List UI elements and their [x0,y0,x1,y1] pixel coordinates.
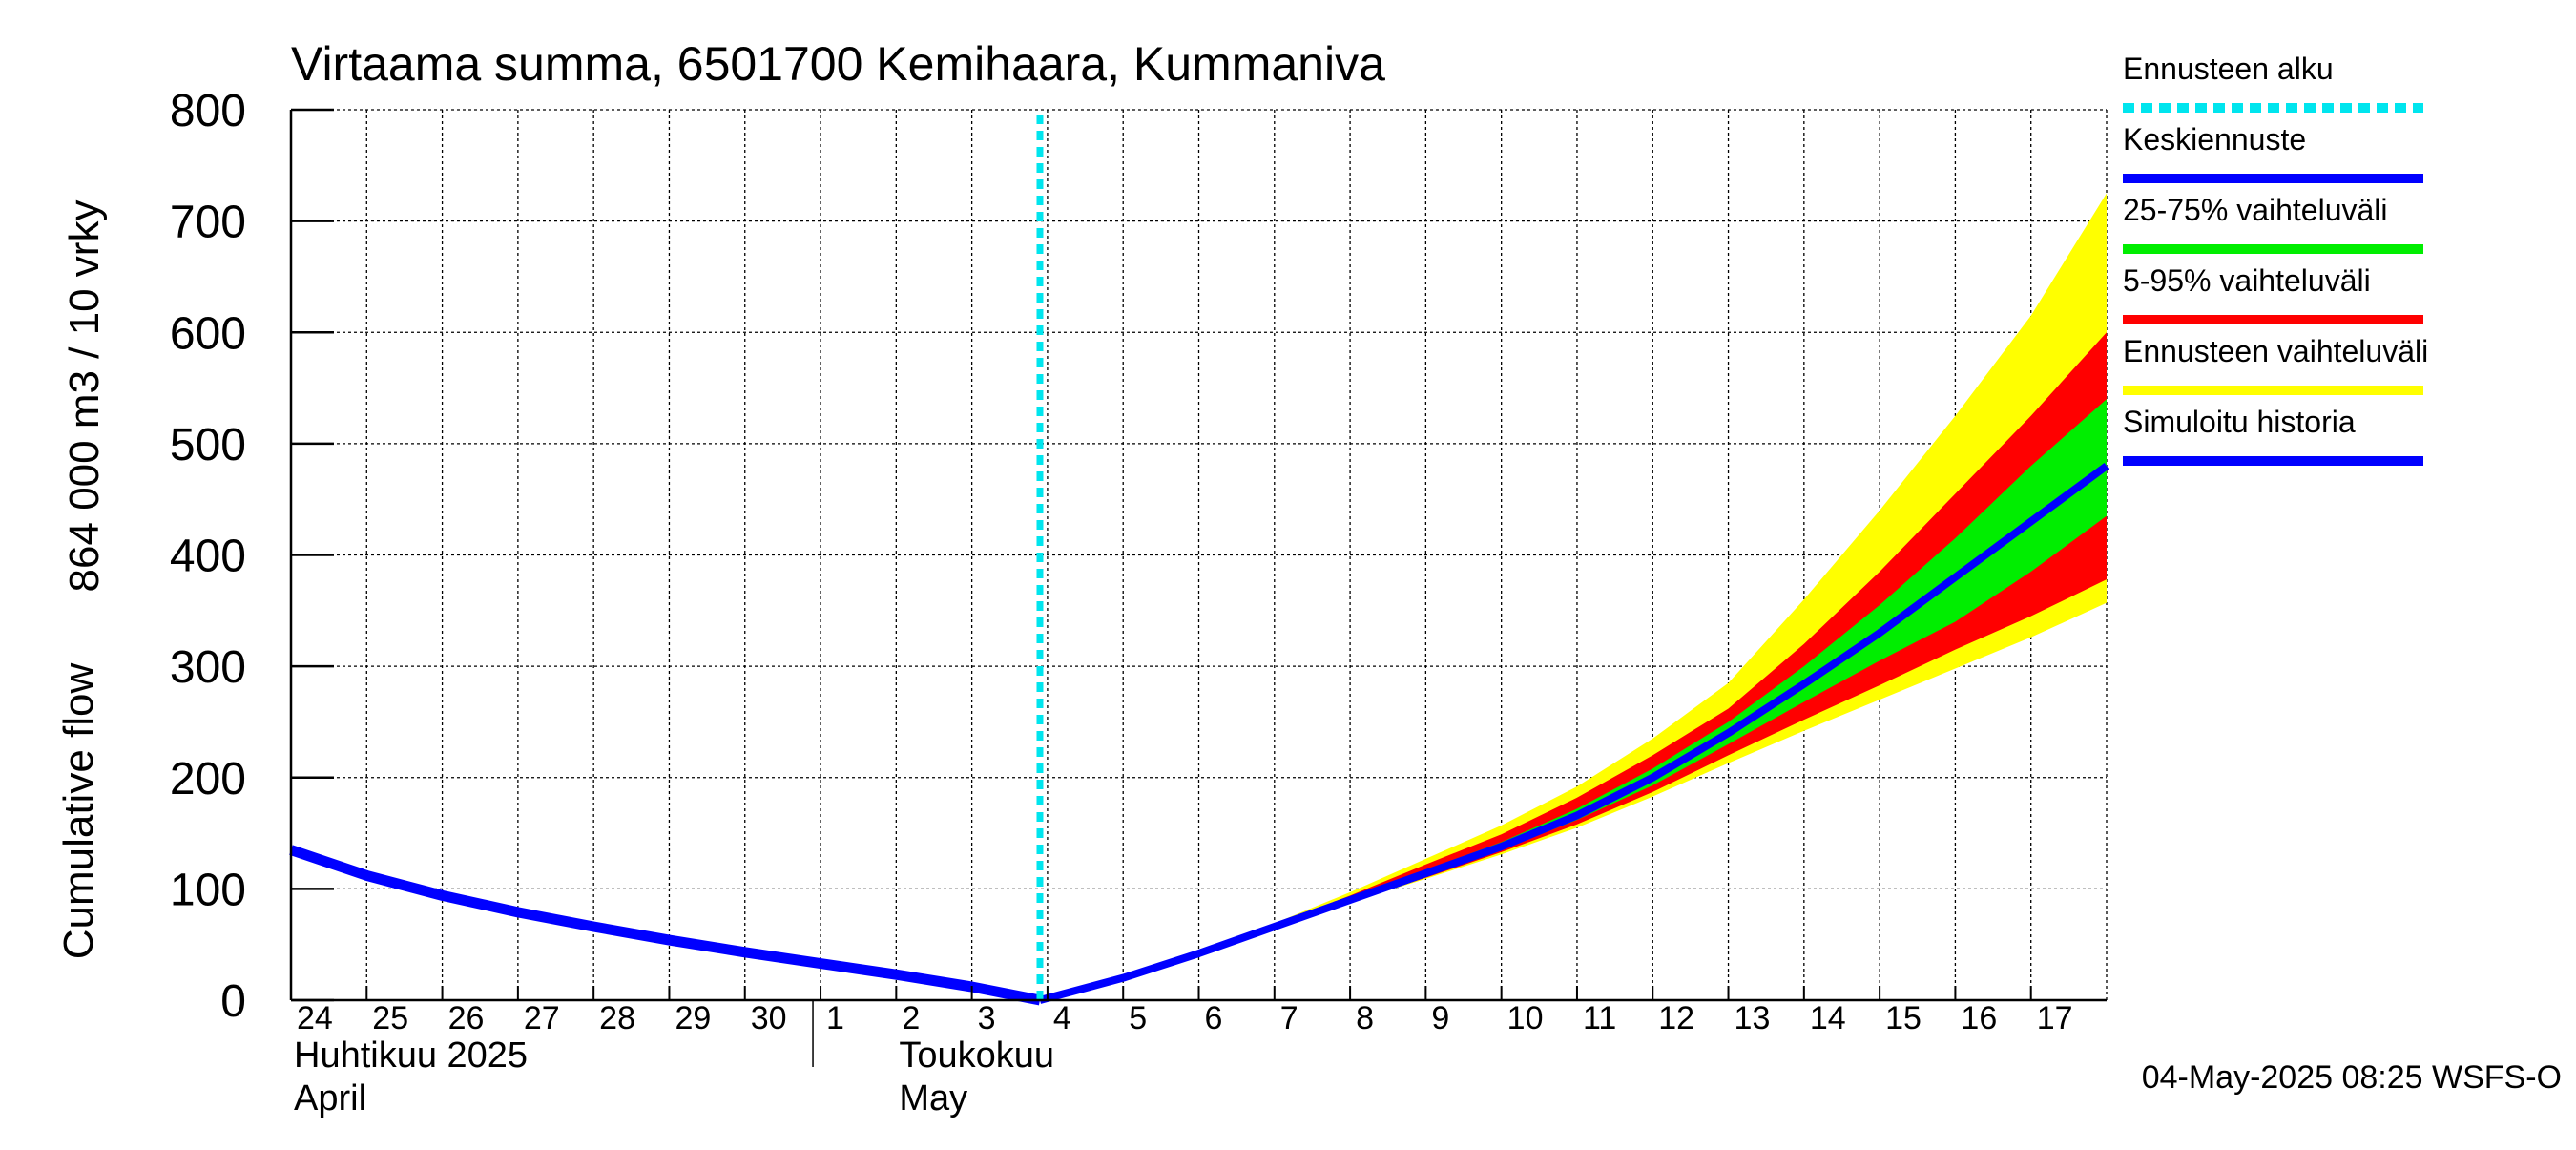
x-tick-label: 27 [524,1000,560,1036]
y-tick-label: 200 [170,754,246,805]
x-tick-label: 26 [448,1000,485,1036]
y-tick-label: 700 [170,198,246,248]
x-tick-label: 5 [1129,1000,1147,1036]
legend-label: Simuloitu historia [2123,405,2356,439]
y-tick-label: 0 [220,976,246,1027]
x-tick-label: 10 [1507,1000,1544,1036]
y-tick-label: 300 [170,642,246,693]
legend-label: Keskiennuste [2123,122,2306,157]
band-5-95 [1039,332,2107,1000]
bands [1039,193,2107,1001]
median-series-line [1038,462,2109,1004]
x-tick-label: 3 [978,1000,996,1036]
x-tick-label: 30 [751,1000,787,1036]
y-tick-label: 500 [170,420,246,470]
legend-label: 25-75% vaihteluväli [2123,193,2388,227]
y-axis-label-fi: 864 000 m3 / 10 vrky [61,200,108,593]
month-label-en: April [294,1078,366,1119]
x-tick-label: 17 [2037,1000,2073,1036]
y-axis-label-en: Cumulative flow [55,663,102,960]
y-tick-label: 400 [170,532,246,582]
month-label: Huhtikuu 2025 [294,1035,528,1076]
y-tick-label: 600 [170,308,246,359]
x-tick-label: 2 [902,1000,920,1036]
x-tick-label: 16 [1961,1000,1997,1036]
legend-label: Ennusteen vaihteluväli [2123,334,2428,368]
y-tick-label: 800 [170,86,246,136]
x-tick-label: 24 [297,1000,333,1036]
timestamp-footer: 04-May-2025 08:25 WSFS-O [2142,1059,2562,1096]
legend-label: Ennusteen alku [2123,52,2334,86]
x-tick-label: 29 [675,1000,711,1036]
x-tick-label: 9 [1431,1000,1449,1036]
chart-title: Virtaama summa, 6501700 Kemihaara, Kumma… [291,37,1385,91]
x-tick-label: 13 [1735,1000,1771,1036]
legend-label: 5-95% vaihteluväli [2123,263,2371,298]
x-tick-label: 6 [1205,1000,1223,1036]
x-tick-label: 8 [1356,1000,1374,1036]
x-tick-label: 4 [1053,1000,1071,1036]
month-label-en: May [899,1078,967,1119]
history-series-line [289,845,1042,1006]
x-tick-label: 25 [372,1000,408,1036]
grid [291,109,2108,1000]
x-tick-label: 1 [826,1000,844,1036]
x-tick-label: 15 [1885,1000,1922,1036]
x-tick-label: 7 [1280,1000,1298,1036]
legend: Ennusteen alku Keskiennuste 25-75% vaihtel… [2123,52,2428,466]
x-tick-label: 28 [599,1000,635,1036]
x-tick-label: 14 [1810,1000,1846,1036]
y-tick-label: 100 [170,865,246,915]
lines [289,115,2109,1006]
x-tick-label: 11 [1583,1000,1616,1036]
x-tick-label: 12 [1658,1000,1694,1036]
month-label: Toukokuu [899,1035,1054,1076]
